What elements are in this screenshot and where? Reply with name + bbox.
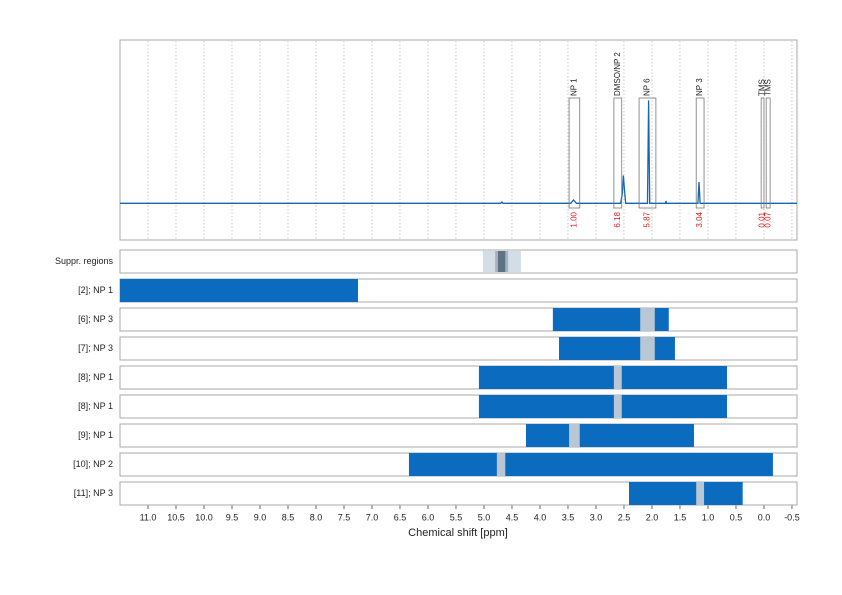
row-label: Suppr. regions: [55, 256, 114, 266]
x-tick-label: 0.5: [730, 512, 743, 522]
x-tick-label: 2.5: [618, 512, 631, 522]
x-tick-label: 6.0: [422, 512, 435, 522]
x-tick-label: 4.5: [506, 512, 519, 522]
x-tick-label: 9.0: [254, 512, 267, 522]
gap: [640, 337, 655, 360]
x-tick-label: 8.0: [310, 512, 323, 522]
x-tick-label: 5.5: [450, 512, 463, 522]
row-panel: [119, 423, 798, 448]
x-tick-label: 11.0: [140, 512, 157, 522]
row-label: [11]; NP 3: [74, 488, 113, 498]
row-panel: [119, 307, 798, 332]
region-label: NP 3: [695, 78, 704, 96]
x-tick-label: 0.0: [758, 512, 771, 522]
region-label: TMS: [763, 79, 772, 96]
row-panel: [119, 336, 798, 361]
spectrum-line: [120, 100, 797, 204]
row-label: [7]; NP 3: [78, 343, 113, 353]
row-panel: [119, 249, 798, 274]
x-tick-label: 8.5: [282, 512, 295, 522]
integration-region: [568, 97, 581, 209]
x-tick-label: 4.0: [534, 512, 547, 522]
range-bar: [525, 424, 694, 447]
x-tick-label: 3.0: [590, 512, 603, 522]
range-bar: [478, 395, 728, 418]
range-bar: [629, 482, 743, 505]
integration-region: [760, 97, 765, 209]
x-tick-label: 6.5: [394, 512, 407, 522]
integration-region: [638, 97, 657, 209]
x-tick-label: 10.5: [167, 512, 185, 522]
region-label: DMSO/NP 2: [613, 52, 622, 96]
x-tick-label: -0.5: [784, 512, 800, 522]
x-tick-label: 1.5: [674, 512, 687, 522]
x-tick-label: 2.0: [646, 512, 659, 522]
integration-region: [765, 97, 771, 209]
integral-label: 5.87: [643, 211, 652, 227]
row-label: [6]; NP 3: [78, 314, 113, 324]
row-panel: [119, 481, 798, 506]
range-bar: [408, 453, 773, 476]
gap: [613, 366, 622, 389]
region-label: NP 6: [643, 78, 652, 96]
integral-label: 6.18: [613, 211, 622, 227]
x-axis-label: Chemical shift [ppm]: [408, 527, 508, 539]
integral-label: 0.07: [763, 211, 772, 227]
region-label: NP 1: [570, 78, 579, 96]
row-label: [8]; NP 1: [78, 372, 113, 382]
range-bar: [552, 308, 669, 331]
row-label: [9]; NP 1: [78, 430, 113, 440]
integral-label: 1.00: [570, 211, 579, 227]
gap: [613, 395, 622, 418]
gap: [569, 424, 580, 447]
x-tick-label: 10.0: [195, 512, 213, 522]
x-tick-label: 7.5: [338, 512, 351, 522]
row-label: [10]; NP 2: [73, 459, 113, 469]
range-bar: [559, 337, 675, 360]
x-tick-label: 9.5: [226, 512, 239, 522]
range-bar: [478, 366, 728, 389]
integration-region: [613, 97, 623, 209]
row-label: [8]; NP 1: [78, 401, 113, 411]
range-bar: [120, 279, 358, 302]
integral-label: 3.04: [695, 211, 704, 227]
row-label: [2]; NP 1: [78, 285, 113, 295]
spectrum-panel: [119, 39, 798, 241]
x-tick-label: 3.5: [562, 512, 575, 522]
gap: [640, 308, 655, 331]
gap: [696, 482, 705, 505]
x-tick-label: 7.0: [366, 512, 379, 522]
x-tick-label: 5.0: [478, 512, 491, 522]
integration-region: [695, 97, 705, 209]
integral-label: 0.01: [758, 211, 767, 227]
gap: [496, 453, 506, 476]
region-label: TMS: [758, 79, 767, 96]
suppression-band: [497, 251, 506, 272]
x-tick-label: 1.0: [702, 512, 715, 522]
